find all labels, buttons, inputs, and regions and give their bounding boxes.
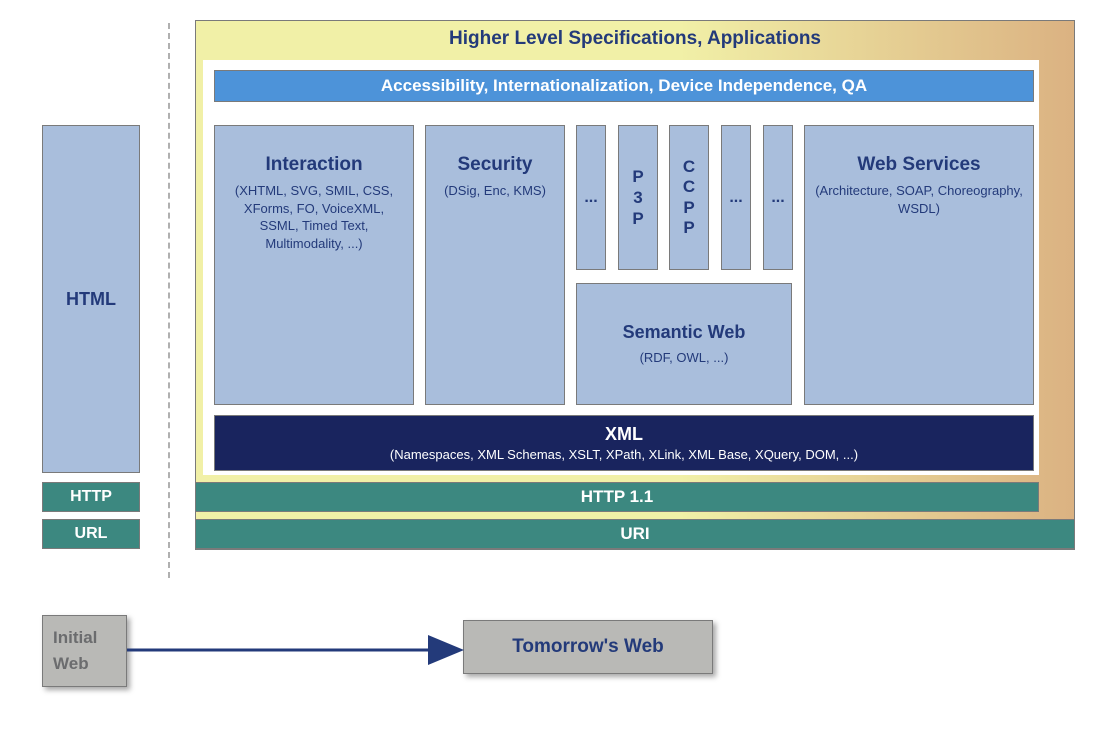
arrow-icon <box>0 0 1108 738</box>
